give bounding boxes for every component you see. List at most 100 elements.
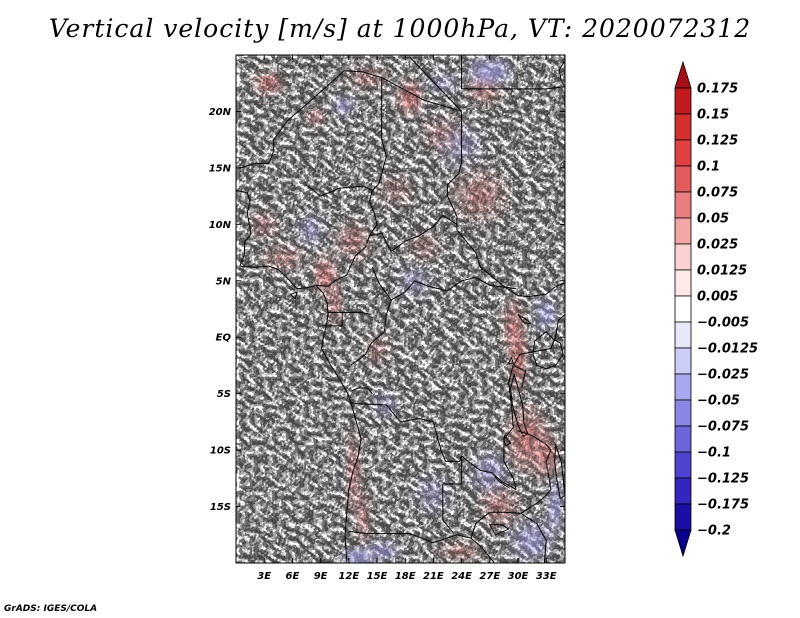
- country-border: [381, 77, 463, 230]
- colorbar-label: −0.1: [697, 446, 731, 461]
- country-border: [350, 299, 392, 366]
- lat-tick-label: 10S: [210, 446, 231, 457]
- colorbar-swatch: [674, 139, 692, 167]
- country-border: [350, 402, 463, 462]
- country-border: [348, 530, 472, 544]
- colorbar-label: −0.0125: [697, 342, 758, 357]
- country-border: [461, 57, 565, 90]
- country-border: [513, 364, 526, 389]
- colorbar-swatch: [674, 451, 692, 479]
- lake-outline: [532, 331, 564, 370]
- colorbar-label: −0.2: [697, 524, 731, 539]
- latitude-axis: 20N 15N 10N 5N EQ 5S 10S 15S: [209, 107, 565, 513]
- country-border: [520, 489, 552, 514]
- country-border: [369, 214, 458, 252]
- country-borders: [236, 56, 565, 563]
- colorbar-label: −0.005: [697, 316, 749, 331]
- country-border: [306, 184, 378, 287]
- negative-speckle: [239, 57, 565, 563]
- longitude-axis: 3E 6E 9E 12E 15E 18E 21E 24E 27E 30E 33E: [257, 55, 557, 582]
- colorbar-label: 0.125: [697, 134, 738, 149]
- downdraft-region-core: [550, 492, 561, 521]
- colorbar: 0.175 0.15 0.125 0.1 0.075 0.05 0.025 0.0125 0.0…: [674, 60, 758, 558]
- lat-tick-label: 15N: [209, 163, 232, 174]
- downdraft-region-core: [338, 100, 350, 112]
- downdraft-region-core: [520, 529, 544, 552]
- country-border: [442, 455, 463, 485]
- downdraft-region-core: [433, 77, 453, 89]
- lat-tick-label: 5S: [217, 389, 231, 400]
- map-plot-area: [236, 55, 565, 563]
- colorbar-swatch: [674, 477, 692, 505]
- downdraft-region-core: [478, 64, 502, 80]
- country-border: [371, 77, 387, 191]
- country-border: [461, 455, 517, 491]
- lake-outline: [510, 374, 528, 438]
- colorbar-swatch: [674, 399, 692, 427]
- colorbar-swatch: [674, 425, 692, 453]
- country-border: [456, 229, 565, 298]
- colorbar-label: 0.1: [697, 160, 720, 175]
- country-border: [491, 472, 509, 488]
- colorbar-label: −0.025: [697, 368, 749, 383]
- downdraft-region-core: [372, 546, 392, 558]
- lon-tick-label: 30E: [508, 571, 529, 582]
- colorbar-label: 0.0125: [697, 264, 747, 279]
- grads-credit: GrADS: IGES/COLA: [4, 604, 98, 614]
- lake-outline: [503, 434, 511, 447]
- lon-tick-label: 6E: [286, 571, 300, 582]
- lat-tick-label: 10N: [209, 220, 232, 231]
- colorbar-swatch: [674, 269, 692, 297]
- lat-tick-label: 20N: [209, 107, 232, 118]
- colorbar-swatch: [674, 191, 692, 219]
- lon-tick-label: 27E: [479, 571, 500, 582]
- country-border: [371, 267, 491, 301]
- colorbar-label: −0.05: [697, 394, 740, 409]
- negative-velocity-field: [239, 57, 565, 563]
- downdraft-region-core: [424, 483, 443, 507]
- downdraft-region-core: [304, 221, 319, 239]
- colorbar-label: −0.125: [697, 472, 749, 487]
- country-border: [442, 484, 455, 534]
- colorbar-label: 0.005: [697, 290, 738, 305]
- country-border: [520, 512, 547, 563]
- colorbar-swatch: [674, 113, 692, 141]
- country-border: [328, 311, 372, 316]
- colorbar-swatch: [674, 60, 692, 89]
- colorbar-label: 0.175: [697, 82, 738, 97]
- lon-tick-label: 15E: [367, 571, 388, 582]
- chart-title: Vertical velocity [m/s] at 1000hPa, VT: …: [48, 14, 752, 43]
- colorbar-swatch: [674, 295, 692, 323]
- country-border: [545, 444, 552, 490]
- coastline: [558, 60, 565, 87]
- lon-tick-label: 12E: [338, 571, 359, 582]
- colorbar-swatch: [674, 503, 692, 531]
- colorbar-swatch: [674, 87, 692, 115]
- coastline: [236, 190, 362, 563]
- lat-tick-label: 15S: [210, 502, 231, 513]
- lake-outline: [489, 524, 510, 536]
- colorbar-label: −0.075: [697, 420, 749, 435]
- downdraft-region-core: [349, 552, 367, 563]
- colorbar-swatch: [674, 165, 692, 193]
- colorbar-label: 0.15: [697, 108, 729, 123]
- lon-tick-label: 24E: [451, 571, 472, 582]
- lake-outline: [290, 291, 298, 300]
- country-border: [470, 511, 521, 539]
- colorbar-swatch: [674, 321, 692, 349]
- colorbar-swatch: [674, 529, 692, 558]
- downdraft-region-core: [539, 305, 553, 324]
- colorbar-swatch: [674, 373, 692, 401]
- lat-tick-label: EQ: [216, 333, 232, 344]
- country-border: [409, 56, 462, 112]
- colorbar-label: 0.05: [697, 212, 729, 227]
- lake-outline: [554, 444, 565, 500]
- colorbar-swatch: [674, 347, 692, 375]
- country-border: [240, 70, 382, 169]
- country-border: [350, 387, 373, 395]
- lon-tick-label: 33E: [536, 571, 557, 582]
- map-frame: [235, 54, 566, 564]
- colorbar-label: −0.175: [697, 498, 749, 513]
- colorbar-label: 0.075: [697, 186, 738, 201]
